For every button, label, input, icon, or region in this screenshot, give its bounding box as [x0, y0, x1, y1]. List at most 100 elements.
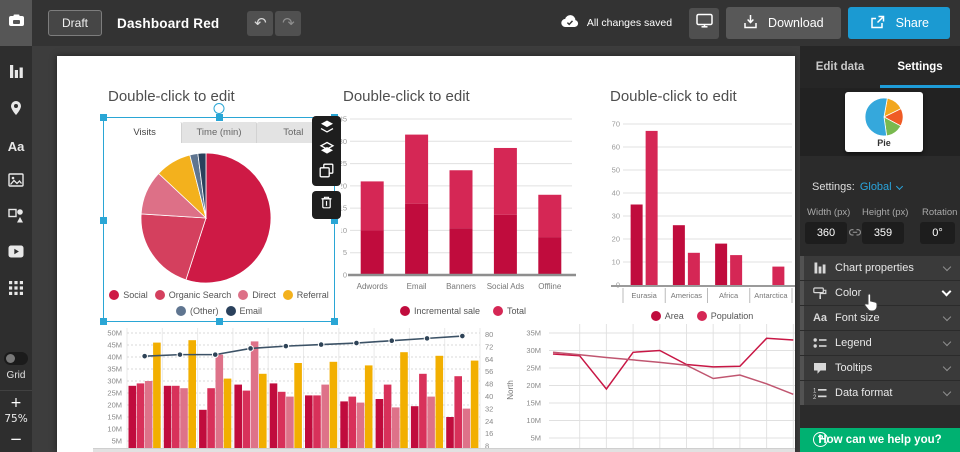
- delete-widget-button[interactable]: [312, 193, 341, 217]
- tab-time-min[interactable]: Time (min): [182, 122, 257, 143]
- legend-swatch: [650, 311, 661, 321]
- resize-handle-w[interactable]: [100, 216, 107, 224]
- height-label: Height (px): [862, 207, 909, 218]
- svg-text:15: 15: [341, 204, 347, 213]
- legend-label: Social: [123, 290, 148, 300]
- share-button[interactable]: Share: [847, 7, 950, 39]
- help-button[interactable]: ? How can we help you?: [800, 428, 960, 452]
- zoom-in-button[interactable]: +: [10, 395, 22, 411]
- svg-text:10M: 10M: [107, 425, 122, 434]
- widget-toolbar: [312, 116, 341, 219]
- app-logo[interactable]: [0, 0, 32, 46]
- pie-chart[interactable]: [138, 150, 274, 286]
- rotate-handle[interactable]: [213, 103, 225, 114]
- svg-text:20: 20: [612, 235, 620, 244]
- svg-text:64: 64: [485, 355, 493, 364]
- resize-handle-se[interactable]: [331, 318, 338, 325]
- section-tooltips[interactable]: Tooltips: [800, 356, 960, 380]
- combo-bar-line-chart[interactable]: 50M 45M 40M 35M 30M 25M 20M 15M 10M 5M 80 72 64 56 48 4…: [97, 324, 499, 452]
- save-status: All changes saved: [561, 15, 672, 31]
- section-chart-properties[interactable]: Chart properties: [800, 256, 960, 280]
- tab-edit-data[interactable]: Edit data: [815, 61, 865, 73]
- svg-text:40M: 40M: [107, 353, 122, 362]
- bring-forward-button[interactable]: [312, 118, 341, 140]
- svg-text:30: 30: [612, 212, 620, 221]
- legend-item: Incremental sale: [399, 306, 480, 316]
- svg-text:48: 48: [485, 380, 493, 389]
- svg-text:Americas: Americas: [671, 291, 703, 300]
- legend-swatch: [399, 306, 410, 316]
- pie-thumbnail: [864, 97, 904, 136]
- svg-text:Banners: Banners: [446, 282, 476, 291]
- undo-redo-group: ↶ ↷: [247, 10, 302, 36]
- send-backward-button[interactable]: [312, 140, 341, 162]
- add-elements-button[interactable]: [0, 272, 32, 308]
- share-label: Share: [895, 16, 929, 30]
- grouped-bar-chart[interactable]: 010203040506070EurasiaAmericasAfricaAnta…: [609, 114, 795, 308]
- download-button[interactable]: Download: [726, 7, 841, 39]
- tab-total[interactable]: Total: [256, 122, 330, 143]
- section-legend[interactable]: Legend: [800, 331, 960, 355]
- design-canvas[interactable]: Double-click to edit Double-click to edi…: [57, 56, 795, 452]
- chevron-down-icon: [942, 337, 952, 346]
- link-dimensions-icon[interactable]: [848, 228, 862, 240]
- add-shapes-button[interactable]: [0, 200, 32, 236]
- svg-text:25M: 25M: [107, 389, 122, 398]
- tab-settings[interactable]: Settings: [897, 61, 943, 73]
- add-text-button[interactable]: Aa: [0, 128, 32, 164]
- resize-handle-s[interactable]: [216, 318, 223, 325]
- rotation-input[interactable]: 0°: [920, 222, 955, 244]
- svg-text:60: 60: [612, 143, 620, 152]
- resize-handle-e[interactable]: [331, 216, 338, 224]
- resize-handle-sw[interactable]: [100, 318, 107, 325]
- resize-handle-nw[interactable]: [100, 114, 107, 121]
- grid-toggle-label: Grid: [6, 370, 26, 381]
- add-image-button[interactable]: [0, 164, 32, 200]
- svg-text:25: 25: [341, 159, 347, 168]
- grid-toggle[interactable]: [4, 352, 28, 365]
- width-input[interactable]: 360: [805, 222, 847, 244]
- pie-chart-widget[interactable]: Visits Time (min) Total Social Organic Se…: [100, 103, 338, 325]
- svg-text:35M: 35M: [107, 365, 122, 374]
- add-video-button[interactable]: [0, 236, 32, 272]
- svg-text:50M: 50M: [107, 329, 122, 338]
- add-chart-button[interactable]: [0, 56, 32, 92]
- stacked-chart-title[interactable]: Double-click to edit: [343, 88, 470, 105]
- chart-properties-icon: [811, 262, 829, 274]
- tab-visits[interactable]: Visits: [108, 122, 183, 143]
- zoom-level[interactable]: 75%: [4, 413, 28, 425]
- settings-scope-row: Settings: Global: [800, 156, 960, 202]
- save-status-text: All changes saved: [586, 17, 673, 29]
- grouped-chart-title[interactable]: Double-click to edit: [610, 88, 737, 105]
- svg-text:10M: 10M: [526, 416, 541, 425]
- add-map-button[interactable]: [0, 92, 32, 128]
- section-color[interactable]: Color: [800, 281, 960, 305]
- svg-text:10: 10: [341, 226, 347, 235]
- svg-text:Adwords: Adwords: [357, 282, 388, 291]
- legend-swatch: [696, 311, 707, 321]
- chart-type-card-pie[interactable]: Pie: [845, 92, 923, 152]
- draft-status-button[interactable]: Draft: [48, 10, 103, 36]
- pie-chart-title[interactable]: Double-click to edit: [108, 88, 235, 105]
- duplicate-button[interactable]: [312, 162, 341, 184]
- zoom-out-button[interactable]: −: [9, 430, 23, 448]
- document-title[interactable]: Dashboard Red: [117, 15, 220, 31]
- section-font-size[interactable]: Aa Font size: [800, 306, 960, 330]
- redo-button[interactable]: ↷: [275, 10, 302, 36]
- chart-type-label: Pie: [877, 137, 891, 148]
- svg-text:5: 5: [343, 248, 347, 257]
- settings-scope-value[interactable]: Global: [859, 181, 892, 193]
- legend-item: Total: [493, 306, 526, 316]
- section-label: Legend: [835, 337, 872, 349]
- undo-button[interactable]: ↶: [247, 10, 274, 36]
- north-line-chart[interactable]: 35M 30M 25M 20M 15M 10M 5M North: [497, 324, 795, 452]
- rotation-label: Rotation: [922, 207, 958, 218]
- legend-swatch: [282, 290, 293, 300]
- legend-label: Email: [239, 306, 263, 316]
- resize-handle-n[interactable]: [216, 114, 223, 121]
- preview-button[interactable]: [689, 7, 720, 39]
- height-input[interactable]: 359: [862, 222, 904, 244]
- stacked-bar-chart[interactable]: 35 30 25 20 15 10 5 0 Adwords Email Banners Social …: [341, 112, 585, 304]
- svg-text:5M: 5M: [531, 434, 541, 443]
